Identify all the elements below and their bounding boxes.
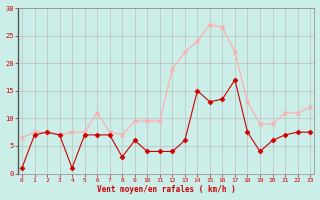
X-axis label: Vent moyen/en rafales ( km/h ): Vent moyen/en rafales ( km/h ): [97, 185, 236, 194]
